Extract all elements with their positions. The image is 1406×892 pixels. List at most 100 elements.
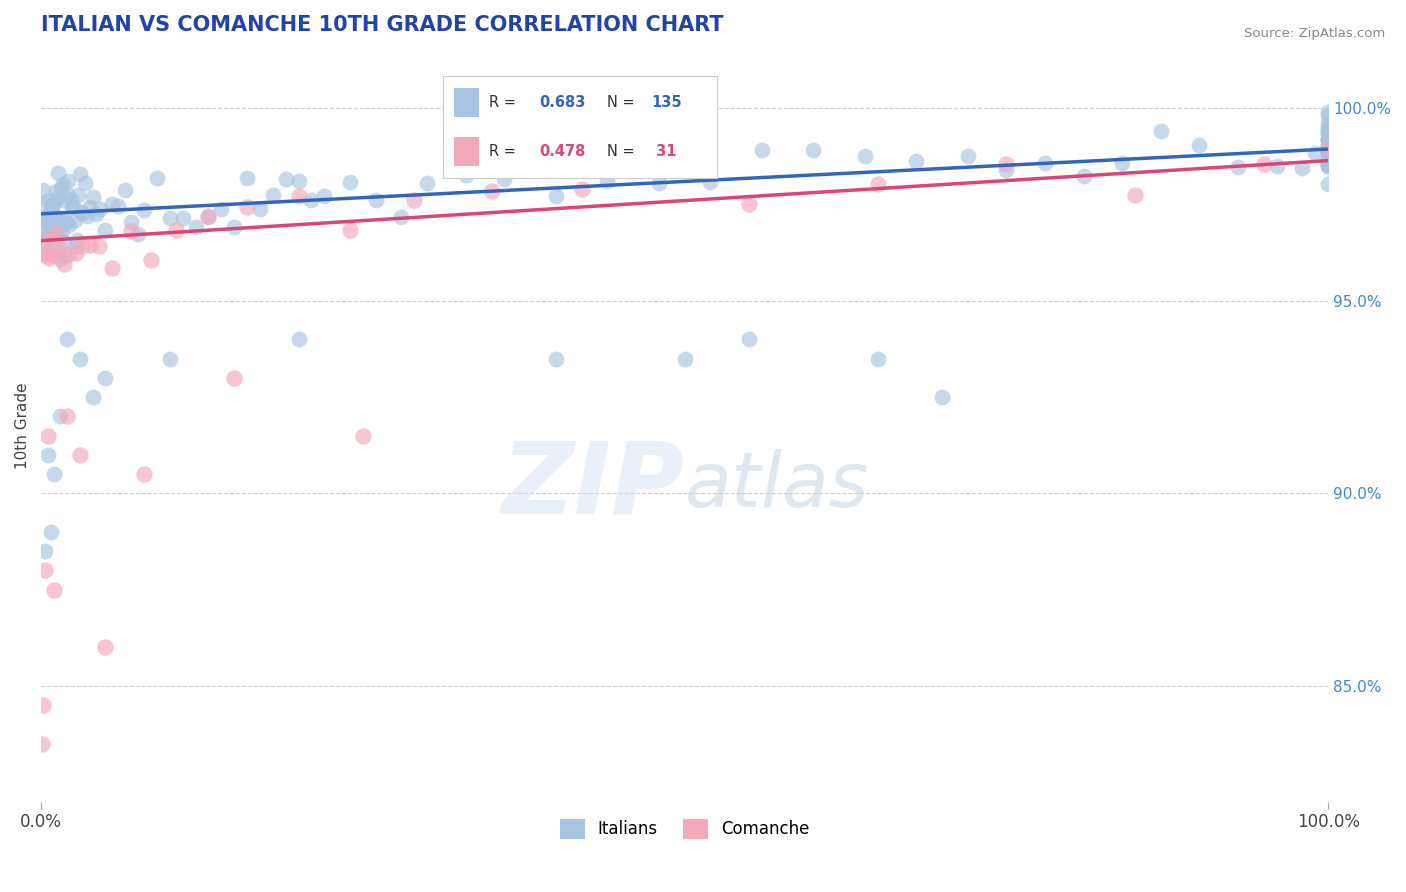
- Point: [72, 239, 94, 253]
- Point: [1317, 127, 1340, 141]
- Point: [56, 409, 79, 424]
- Text: N =: N =: [607, 95, 640, 110]
- Text: Source: ZipAtlas.com: Source: ZipAtlas.com: [1244, 27, 1385, 40]
- Point: [1317, 159, 1340, 173]
- Point: [1317, 153, 1340, 167]
- Text: 135: 135: [651, 95, 682, 110]
- Point: [1317, 144, 1340, 158]
- Point: [1317, 145, 1340, 160]
- Point: [1317, 139, 1340, 153]
- Point: [648, 176, 671, 190]
- Point: [1317, 142, 1340, 156]
- Point: [49, 181, 72, 195]
- Point: [82, 390, 104, 404]
- Point: [1317, 154, 1340, 169]
- Point: [287, 332, 309, 346]
- Point: [107, 199, 129, 213]
- Point: [596, 173, 619, 187]
- Point: [159, 211, 181, 226]
- Point: [404, 193, 426, 207]
- Y-axis label: 10th Grade: 10th Grade: [15, 383, 30, 469]
- Point: [65, 245, 87, 260]
- Point: [197, 209, 219, 223]
- Point: [1317, 126, 1340, 140]
- Point: [42, 195, 65, 210]
- Point: [44, 225, 66, 239]
- Point: [60, 200, 83, 214]
- Point: [249, 202, 271, 216]
- Point: [45, 191, 67, 205]
- Point: [53, 257, 76, 271]
- Point: [995, 157, 1018, 171]
- Point: [236, 200, 259, 214]
- Point: [1317, 116, 1340, 130]
- Point: [62, 200, 84, 214]
- Point: [37, 428, 59, 442]
- Point: [38, 208, 60, 222]
- Point: [1317, 156, 1340, 170]
- Point: [1317, 131, 1340, 145]
- Point: [391, 210, 413, 224]
- Point: [55, 215, 77, 229]
- Point: [738, 196, 761, 211]
- Point: [82, 190, 104, 204]
- Legend: Italians, Comanche: Italians, Comanche: [553, 812, 817, 846]
- Text: ITALIAN VS COMANCHE 10TH GRADE CORRELATION CHART: ITALIAN VS COMANCHE 10TH GRADE CORRELATI…: [41, 15, 724, 35]
- Point: [67, 187, 90, 202]
- Point: [314, 188, 336, 202]
- Point: [236, 170, 259, 185]
- Point: [79, 237, 101, 252]
- Point: [52, 177, 75, 191]
- Point: [51, 224, 73, 238]
- Point: [1317, 105, 1340, 120]
- Point: [94, 371, 117, 385]
- Point: [1253, 157, 1275, 171]
- Point: [49, 242, 72, 256]
- Point: [1317, 133, 1340, 147]
- Point: [571, 182, 593, 196]
- Point: [1317, 121, 1340, 136]
- Point: [114, 183, 136, 197]
- Point: [45, 184, 67, 198]
- Point: [38, 215, 60, 229]
- Point: [866, 178, 889, 192]
- Point: [37, 228, 59, 243]
- Point: [94, 223, 117, 237]
- Point: [364, 193, 387, 207]
- Point: [1123, 187, 1146, 202]
- Point: [69, 167, 91, 181]
- Point: [66, 233, 89, 247]
- Point: [224, 219, 246, 234]
- Point: [53, 249, 76, 263]
- Point: [544, 351, 567, 366]
- Point: [34, 197, 56, 211]
- Point: [39, 227, 62, 241]
- Point: [801, 143, 824, 157]
- Point: [1317, 144, 1340, 158]
- Point: [120, 224, 142, 238]
- Point: [44, 209, 66, 223]
- Point: [63, 213, 86, 227]
- Point: [94, 640, 117, 655]
- Point: [699, 175, 721, 189]
- Point: [1317, 157, 1340, 171]
- Point: [120, 215, 142, 229]
- Point: [34, 544, 56, 558]
- Point: [287, 189, 309, 203]
- Point: [51, 211, 73, 226]
- Point: [352, 428, 374, 442]
- Point: [339, 223, 361, 237]
- Point: [34, 218, 56, 232]
- Point: [1317, 159, 1340, 173]
- Point: [32, 698, 55, 713]
- Point: [56, 186, 79, 201]
- Point: [41, 239, 63, 253]
- Point: [1317, 156, 1340, 170]
- Point: [46, 166, 69, 180]
- Point: [73, 176, 96, 190]
- Point: [853, 149, 876, 163]
- Point: [262, 188, 284, 202]
- Point: [172, 211, 194, 226]
- Point: [86, 207, 108, 221]
- Text: 31: 31: [651, 145, 676, 160]
